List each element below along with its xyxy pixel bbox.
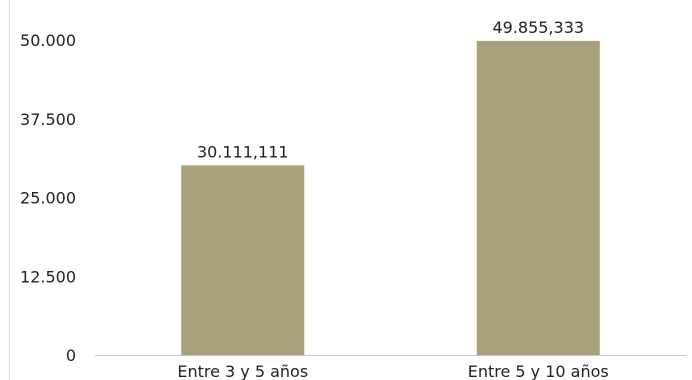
bar bbox=[476, 40, 600, 355]
data-label: 49.855,333 bbox=[492, 18, 584, 37]
y-tick-label: 0 bbox=[66, 346, 76, 365]
left-border bbox=[9, 0, 10, 380]
y-tick-label: 12.500 bbox=[20, 267, 76, 286]
y-tick-label: 37.500 bbox=[20, 110, 76, 129]
bar bbox=[181, 165, 305, 355]
y-tick-label: 50.000 bbox=[20, 31, 76, 50]
x-tick-label: Entre 3 y 5 años bbox=[177, 362, 308, 380]
y-tick-label: 25.000 bbox=[20, 189, 76, 208]
data-label: 30.111,111 bbox=[197, 142, 289, 161]
x-tick-label: Entre 5 y 10 años bbox=[468, 362, 609, 380]
